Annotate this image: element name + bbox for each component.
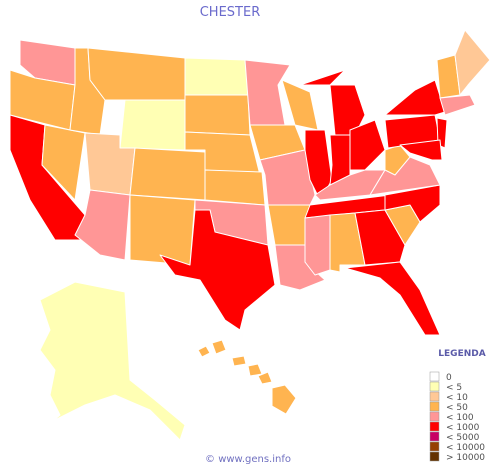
state xyxy=(159,209,276,331)
legend-label: > 10000 xyxy=(446,453,485,463)
state xyxy=(197,345,211,358)
state xyxy=(231,355,247,367)
legend-swatch xyxy=(429,441,440,452)
state xyxy=(119,99,186,151)
legend-swatch xyxy=(429,401,440,412)
states xyxy=(9,29,491,451)
state xyxy=(87,47,186,101)
legend-label: < 10000 xyxy=(446,443,485,453)
legend-swatch xyxy=(429,391,440,402)
state xyxy=(399,139,443,161)
state xyxy=(439,94,476,116)
legend-label: < 50 xyxy=(446,403,468,413)
state xyxy=(247,363,263,377)
legend-label: < 5 xyxy=(446,383,462,393)
state xyxy=(271,384,297,415)
legend-swatch xyxy=(429,381,440,392)
legend-label: 0 xyxy=(446,373,452,383)
legend-swatch xyxy=(429,421,440,432)
state xyxy=(184,57,249,96)
state xyxy=(304,214,331,276)
legend-label: < 100 xyxy=(446,413,474,423)
legend-swatch xyxy=(429,431,440,442)
state xyxy=(267,204,311,246)
state xyxy=(129,194,196,266)
legend-label: < 1000 xyxy=(446,423,480,433)
state xyxy=(257,371,273,385)
state xyxy=(299,69,346,86)
state xyxy=(244,59,291,126)
state xyxy=(211,339,227,355)
state xyxy=(369,154,441,196)
state xyxy=(329,84,366,136)
legend: 0< 5< 10< 50< 100< 1000< 5000< 10000> 10… xyxy=(429,371,485,463)
state xyxy=(349,119,386,171)
legend-label: < 5000 xyxy=(446,433,480,443)
state xyxy=(74,189,131,261)
map-title: CHESTER xyxy=(200,5,261,20)
state xyxy=(384,79,446,116)
state xyxy=(204,169,266,206)
state xyxy=(184,94,251,136)
legend-label: < 10 xyxy=(446,393,468,403)
legend-swatch xyxy=(429,371,440,382)
state xyxy=(281,79,319,131)
state xyxy=(314,169,386,201)
state xyxy=(344,261,441,336)
state xyxy=(454,29,491,96)
legend-swatch xyxy=(429,411,440,422)
state xyxy=(129,147,206,201)
legend-swatch xyxy=(429,451,440,462)
state xyxy=(19,281,186,451)
footer: © www.gens.info xyxy=(205,454,291,465)
legend-title: LEGENDA xyxy=(438,349,485,359)
